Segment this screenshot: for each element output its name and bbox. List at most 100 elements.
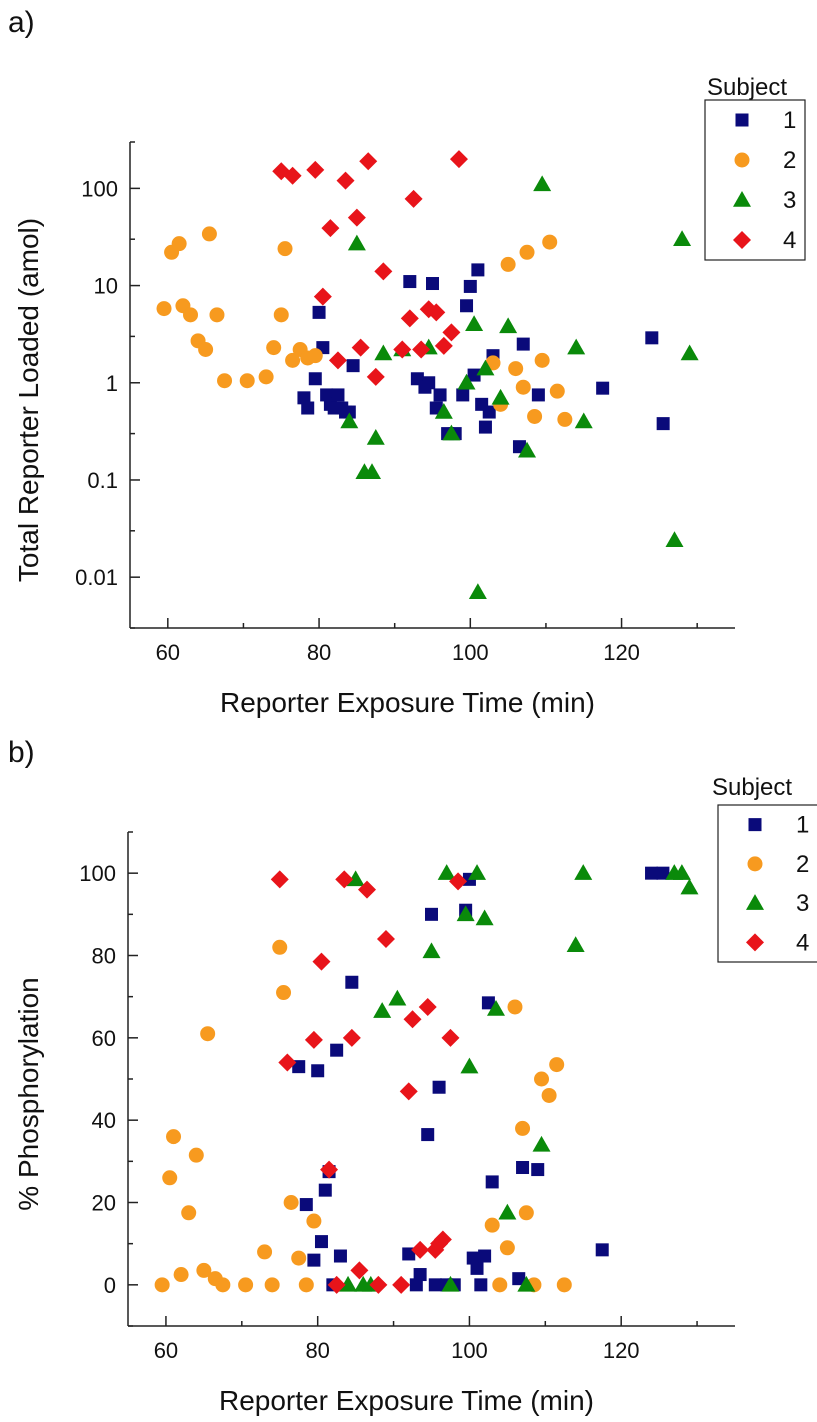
legend-marker bbox=[733, 191, 751, 207]
data-point bbox=[376, 930, 395, 949]
data-point bbox=[306, 160, 325, 179]
data-point bbox=[433, 1230, 452, 1249]
data-point bbox=[366, 429, 385, 445]
data-point bbox=[347, 234, 366, 251]
data-point bbox=[217, 373, 233, 389]
legend-marker bbox=[734, 152, 750, 168]
series-1 bbox=[292, 866, 670, 1292]
data-point bbox=[238, 1277, 254, 1293]
data-point bbox=[393, 340, 412, 359]
data-point bbox=[534, 352, 550, 368]
data-point bbox=[412, 340, 431, 359]
data-point bbox=[403, 275, 417, 289]
legend-marker bbox=[746, 933, 764, 952]
panel-label: b) bbox=[8, 736, 35, 769]
data-point bbox=[427, 303, 446, 322]
data-point bbox=[534, 1071, 550, 1087]
data-point bbox=[485, 1175, 499, 1189]
data-point bbox=[346, 870, 365, 887]
data-point bbox=[465, 315, 484, 332]
data-point bbox=[456, 388, 470, 402]
data-point bbox=[336, 171, 355, 190]
data-point bbox=[283, 166, 302, 185]
data-point bbox=[516, 1161, 530, 1175]
data-point bbox=[468, 583, 487, 599]
data-point bbox=[330, 1043, 344, 1057]
data-point bbox=[388, 989, 407, 1006]
data-point bbox=[499, 1240, 515, 1256]
data-point bbox=[437, 864, 456, 880]
data-point bbox=[507, 999, 523, 1015]
data-point bbox=[399, 1082, 418, 1101]
data-point bbox=[350, 1261, 369, 1280]
data-point bbox=[463, 279, 477, 293]
data-point bbox=[481, 996, 495, 1010]
data-point bbox=[181, 1205, 197, 1221]
y-tick-label: 0 bbox=[104, 1273, 116, 1298]
data-point bbox=[527, 408, 543, 424]
legend-marker bbox=[746, 894, 764, 910]
x-tick-label: 120 bbox=[603, 1338, 640, 1363]
legend-marker bbox=[748, 818, 762, 832]
x-tick-label: 60 bbox=[154, 1338, 178, 1363]
data-point bbox=[531, 388, 545, 402]
data-point bbox=[533, 175, 552, 192]
data-point bbox=[567, 338, 586, 355]
data-point bbox=[508, 361, 524, 377]
data-point bbox=[467, 368, 481, 382]
data-point bbox=[595, 1243, 609, 1257]
data-point bbox=[342, 405, 356, 419]
data-point bbox=[340, 412, 359, 429]
data-point bbox=[517, 1275, 536, 1292]
legend-label: 4 bbox=[783, 227, 796, 254]
data-point bbox=[374, 344, 393, 361]
legend-label: 2 bbox=[796, 851, 809, 878]
data-point bbox=[346, 359, 360, 373]
data-point bbox=[515, 1120, 531, 1136]
data-point bbox=[518, 441, 537, 458]
legend-title: Subject bbox=[707, 74, 787, 101]
y-tick-label: 40 bbox=[92, 1108, 116, 1133]
legend-box bbox=[717, 804, 817, 963]
series-2 bbox=[154, 939, 572, 1293]
legend-marker bbox=[735, 113, 749, 127]
series-3 bbox=[339, 864, 699, 1292]
x-tick-label: 80 bbox=[307, 640, 331, 665]
data-point bbox=[574, 412, 593, 429]
data-point bbox=[478, 1249, 492, 1263]
data-point bbox=[672, 864, 691, 880]
data-point bbox=[400, 309, 419, 328]
legend-marker bbox=[747, 856, 763, 872]
y-tick-label: 100 bbox=[79, 861, 116, 886]
data-point bbox=[358, 880, 377, 899]
series-4 bbox=[270, 870, 468, 1294]
x-tick-label: 60 bbox=[156, 640, 180, 665]
data-point bbox=[449, 150, 468, 169]
data-point bbox=[301, 401, 315, 415]
data-point bbox=[363, 463, 381, 480]
data-point bbox=[311, 1064, 325, 1078]
data-point bbox=[257, 1244, 273, 1260]
data-point bbox=[470, 1261, 484, 1275]
data-point bbox=[466, 1251, 480, 1265]
data-point bbox=[320, 1160, 339, 1179]
data-point bbox=[409, 1278, 423, 1292]
data-point bbox=[542, 234, 558, 250]
data-point bbox=[273, 307, 289, 323]
data-point bbox=[475, 909, 494, 926]
data-point bbox=[596, 381, 610, 395]
data-point bbox=[421, 1128, 435, 1142]
data-point bbox=[433, 388, 447, 402]
y-tick-label: 0.01 bbox=[75, 565, 118, 590]
data-point bbox=[434, 403, 453, 419]
data-point bbox=[411, 1240, 430, 1259]
data-point bbox=[556, 1277, 572, 1293]
data-point bbox=[345, 975, 359, 989]
y-tick-label: 80 bbox=[92, 944, 116, 969]
data-point bbox=[486, 1000, 505, 1016]
data-point bbox=[549, 1057, 565, 1073]
data-point bbox=[297, 391, 311, 405]
data-point bbox=[313, 287, 332, 306]
